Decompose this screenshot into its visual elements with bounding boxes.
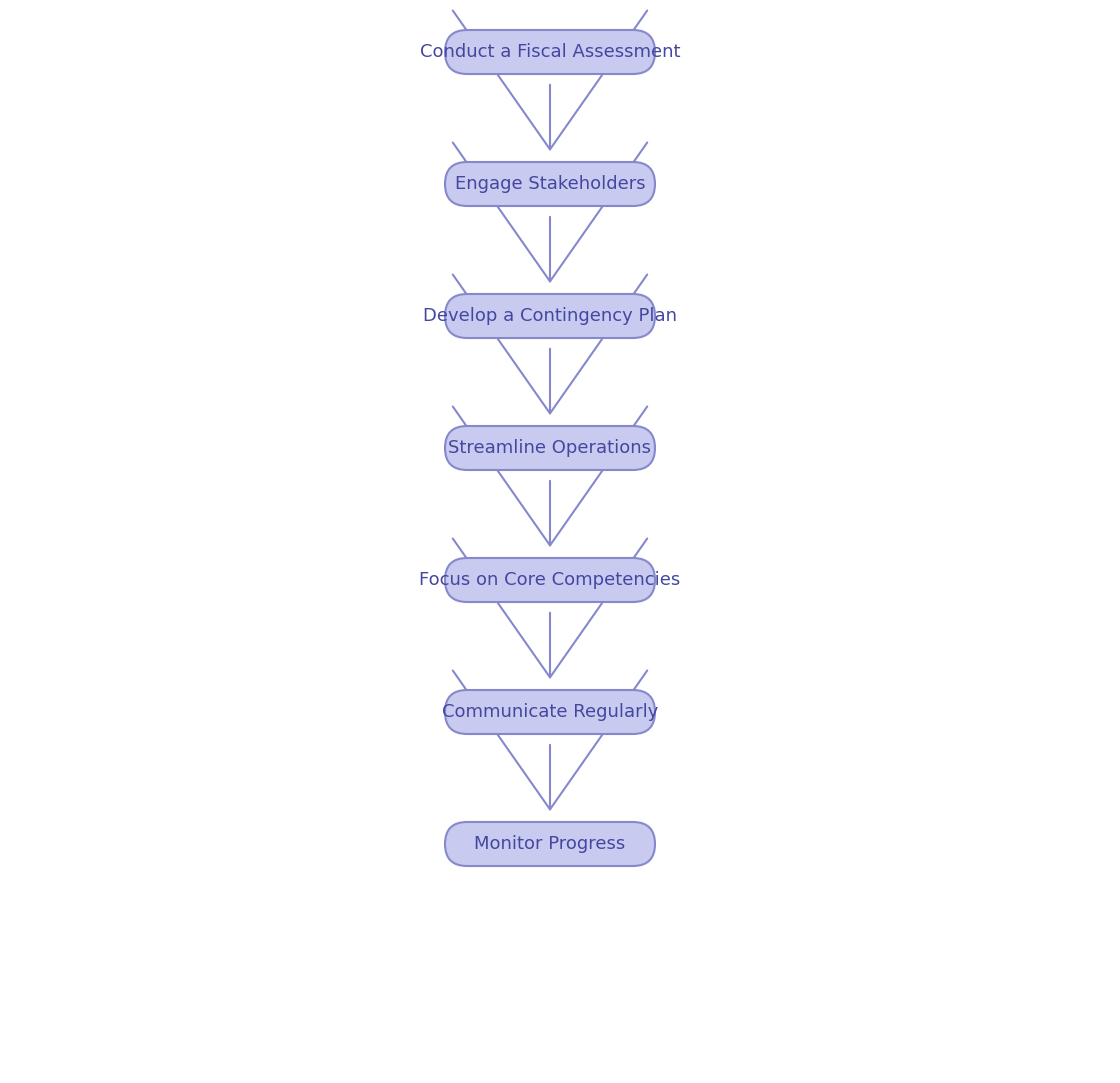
FancyBboxPatch shape — [445, 30, 655, 74]
Text: Develop a Contingency Plan: Develop a Contingency Plan — [423, 306, 676, 325]
FancyBboxPatch shape — [445, 690, 655, 734]
FancyBboxPatch shape — [445, 558, 655, 602]
FancyBboxPatch shape — [445, 822, 655, 866]
FancyBboxPatch shape — [445, 293, 655, 338]
Text: Communicate Regularly: Communicate Regularly — [441, 703, 659, 721]
FancyBboxPatch shape — [445, 426, 655, 470]
Text: Focus on Core Competencies: Focus on Core Competencies — [419, 571, 681, 589]
Text: Engage Stakeholders: Engage Stakeholders — [455, 175, 645, 193]
FancyBboxPatch shape — [445, 162, 655, 206]
Text: Monitor Progress: Monitor Progress — [475, 835, 626, 853]
Text: Conduct a Fiscal Assessment: Conduct a Fiscal Assessment — [420, 43, 680, 61]
Text: Streamline Operations: Streamline Operations — [448, 439, 652, 457]
